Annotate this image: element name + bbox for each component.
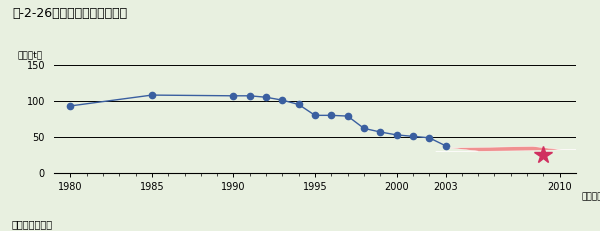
Text: （資料）環境省: （資料）環境省 [12,219,53,229]
Text: （百万t）: （百万t） [17,51,43,60]
FancyArrow shape [436,146,600,152]
Text: 序-2-26図　最終処分量の推移: 序-2-26図 最終処分量の推移 [12,7,127,20]
Text: （年度）: （年度） [581,193,600,202]
